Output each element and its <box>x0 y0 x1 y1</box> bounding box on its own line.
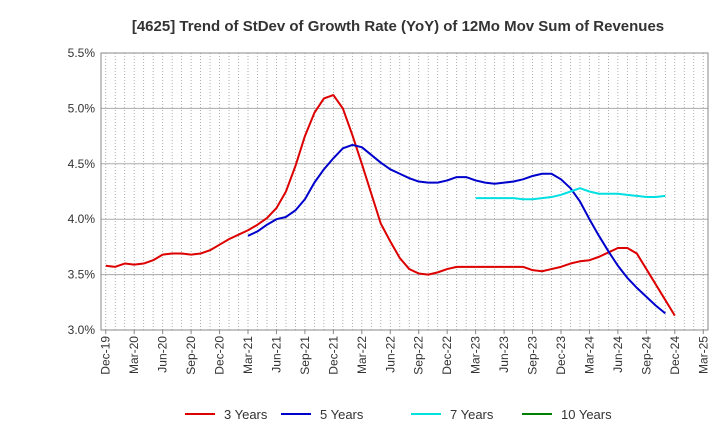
x-axis: Dec-19 Mar-20 Jun-20 Sep-20 Dec-20 Mar-21 Jun-… <box>99 330 710 375</box>
x-tick-label: Mar-24 <box>582 336 596 374</box>
x-tick-label: Jun-23 <box>497 336 511 373</box>
legend-label: 3 Years <box>224 407 268 422</box>
x-tick-label: Jun-21 <box>269 336 283 373</box>
y-tick-label: 3.0% <box>68 323 96 337</box>
series-line-3-years <box>105 94 676 317</box>
chart-title: [4625] Trend of StDev of Growth Rate (Yo… <box>132 18 664 35</box>
y-tick-label: 4.5% <box>68 157 96 171</box>
series-lines <box>105 94 676 317</box>
grid <box>101 52 708 331</box>
x-tick-label: Dec-20 <box>213 336 227 375</box>
x-tick-label: Mar-21 <box>241 336 255 374</box>
x-tick-label: Mar-23 <box>469 336 483 374</box>
x-tick-label: Mar-20 <box>127 336 141 374</box>
x-tick-label: Dec-22 <box>440 336 454 375</box>
x-tick-label: Jun-22 <box>383 336 397 373</box>
x-tick-label: Jun-24 <box>611 336 625 373</box>
x-tick-label: Dec-21 <box>326 336 340 375</box>
series-line-7-years <box>475 187 666 201</box>
x-tick-label: Mar-25 <box>696 336 710 374</box>
legend-label: 10 Years <box>561 407 612 422</box>
x-tick-label: Jun-20 <box>156 336 170 373</box>
x-tick-label: Dec-24 <box>668 336 682 375</box>
y-tick-label: 4.0% <box>68 212 96 226</box>
plot-area <box>100 52 709 331</box>
y-axis: 3.0% 3.5% 4.0% 4.5% 5.0% 5.5% <box>68 46 96 337</box>
x-tick-label: Sep-24 <box>639 336 653 375</box>
y-tick-label: 5.5% <box>68 46 96 60</box>
x-tick-label: Sep-20 <box>184 336 198 375</box>
series-line-5-years <box>247 143 666 315</box>
y-tick-label: 3.5% <box>68 268 96 282</box>
legend-label: 7 Years <box>450 407 494 422</box>
legend: 3 Years 5 Years 7 Years 10 Years <box>185 407 612 422</box>
x-tick-label: Sep-23 <box>526 336 540 375</box>
x-tick-label: Dec-23 <box>554 336 568 375</box>
x-tick-label: Sep-22 <box>412 336 426 375</box>
x-tick-label: Dec-19 <box>99 336 113 375</box>
x-tick-label: Mar-22 <box>355 336 369 374</box>
legend-label: 5 Years <box>320 407 364 422</box>
y-tick-label: 5.0% <box>68 101 96 115</box>
x-tick-label: Sep-21 <box>298 336 312 375</box>
